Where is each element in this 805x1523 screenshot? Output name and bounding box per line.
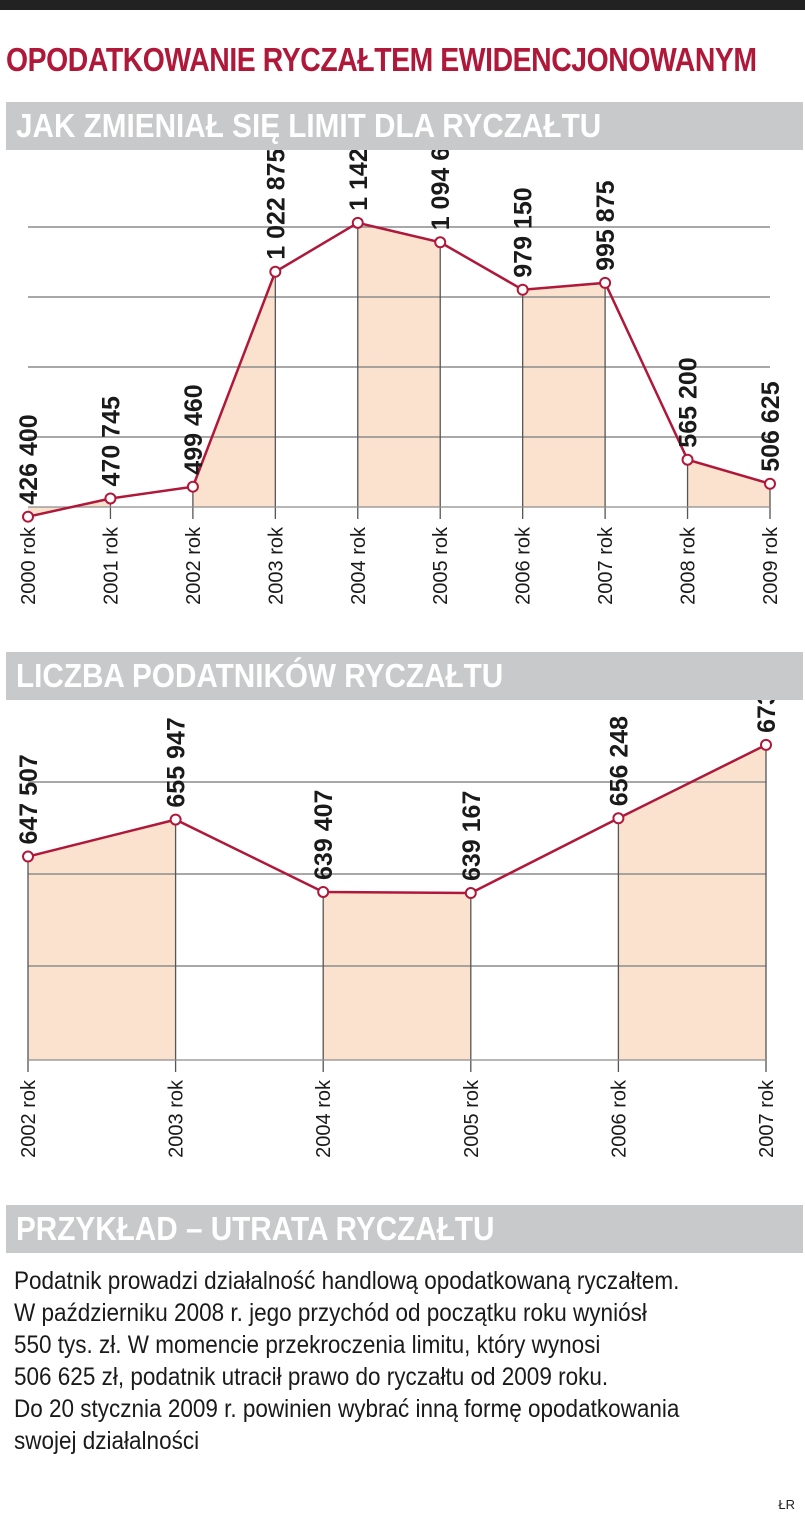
- tick-label: 2005 rok: [461, 1079, 483, 1158]
- data-point: [186, 480, 199, 493]
- data-label: 656 248: [605, 716, 633, 806]
- tick-label: 2002 rok: [18, 1079, 40, 1158]
- data-label: 426 400: [15, 414, 43, 504]
- data-label: 647 507: [15, 754, 43, 844]
- author-credit: ŁR: [778, 1497, 795, 1512]
- section-header-example: PRZYKŁAD – UTRATA RYCZAŁTU: [6, 1205, 803, 1253]
- tick-label: 2004 rok: [313, 1079, 335, 1158]
- data-label: 655 947: [163, 717, 191, 807]
- section-header-limit: JAK ZMIENIAŁ SIĘ LIMIT DLA RYCZAŁTU: [6, 102, 803, 150]
- area-band: [522, 282, 606, 507]
- section-header-taxpayers: LICZBA PODATNIKÓW RYCZAŁTU: [6, 652, 803, 700]
- taxpayers-chart: 647 507 655 947 639 407 639 167 656 248 673 0…: [15, 700, 781, 1158]
- data-point: [599, 276, 612, 289]
- example-line: W październiku 2008 r. jego przychód od …: [14, 1299, 647, 1327]
- data-label: 639 167: [458, 791, 486, 881]
- data-label: 565 200: [675, 357, 703, 447]
- data-label: 506 625: [757, 381, 785, 471]
- main-title: OPODATKOWANIE RYCZAŁTEM EWIDENCJONOWANYM: [6, 41, 757, 78]
- limit-chart: 426 400 470 745 499 460 1 022 875 1 142 125 1…: [15, 150, 785, 605]
- example-line: Podatnik prowadzi działalność handlową o…: [14, 1267, 680, 1295]
- data-point: [269, 265, 282, 278]
- area-band: [323, 891, 471, 1060]
- section-title-taxpayers: LICZBA PODATNIKÓW RYCZAŁTU: [16, 657, 504, 694]
- data-point: [22, 510, 34, 523]
- example-line: Do 20 stycznia 2009 r. powinien wybrać i…: [14, 1395, 680, 1423]
- data-label: 470 745: [97, 396, 125, 486]
- data-point: [612, 812, 625, 825]
- data-label: 1 022 875: [262, 150, 290, 260]
- area-band: [618, 744, 766, 1060]
- data-label: 1 094 675: [427, 150, 455, 230]
- area-band: [192, 271, 276, 507]
- data-point: [760, 738, 772, 751]
- data-point: [104, 492, 117, 505]
- tick-label: 2003 rok: [265, 526, 287, 605]
- data-label: 995 875: [592, 180, 620, 270]
- area-band: [28, 819, 176, 1060]
- tick-label: 2003 rok: [166, 1079, 188, 1158]
- example-line: 550 tys. zł. W momencie przekroczenia li…: [14, 1331, 601, 1359]
- data-point: [681, 453, 694, 466]
- data-label: 499 460: [180, 384, 208, 474]
- data-point: [516, 283, 529, 296]
- area-band: [687, 459, 770, 507]
- data-label: 673 031: [753, 700, 781, 733]
- tick-label: 2004 rok: [348, 526, 370, 605]
- series-line: [27, 221, 771, 518]
- data-point: [22, 850, 34, 863]
- tick-label: 2001 rok: [100, 526, 122, 605]
- area-band: [357, 222, 441, 507]
- tick-label: 2006 rok: [608, 1079, 630, 1158]
- tick-label: 2006 rok: [513, 526, 535, 605]
- data-point: [317, 885, 330, 898]
- data-point: [764, 477, 776, 490]
- example-line: swojej działalności: [14, 1427, 200, 1455]
- tick-label: 2005 rok: [430, 526, 452, 605]
- top-rule: [0, 0, 805, 10]
- tick-label: 2007 rok: [756, 1079, 778, 1158]
- data-point: [464, 887, 477, 900]
- example-line: 506 625 zł, podatnik utracił prawo do ry…: [14, 1363, 609, 1391]
- data-label: 1 142 125: [345, 150, 373, 211]
- section-title-example: PRZYKŁAD – UTRATA RYCZAŁTU: [16, 1210, 495, 1247]
- series-line: [27, 743, 767, 895]
- tick-label: 2008 rok: [678, 526, 700, 605]
- tick-label: 2002 rok: [183, 526, 205, 605]
- data-point: [434, 236, 447, 249]
- tick-label: 2007 rok: [595, 526, 617, 605]
- data-label: 639 407: [310, 790, 338, 880]
- tick-label: 2009 rok: [760, 526, 782, 605]
- section-title-limit: JAK ZMIENIAŁ SIĘ LIMIT DLA RYCZAŁTU: [16, 107, 602, 144]
- data-point: [169, 813, 182, 826]
- data-label: 979 150: [510, 187, 538, 277]
- tick-label: 2000 rok: [18, 526, 40, 605]
- example-text: Podatnik prowadzi działalność handlową o…: [14, 1265, 721, 1457]
- data-point: [351, 216, 364, 229]
